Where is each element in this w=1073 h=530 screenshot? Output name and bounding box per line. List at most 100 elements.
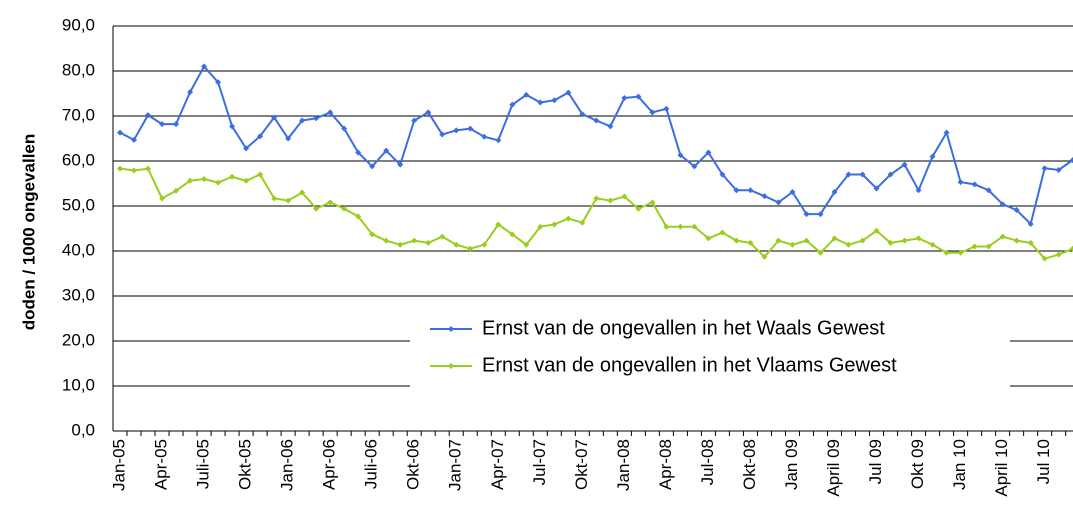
point-marker — [831, 189, 838, 196]
point-marker — [915, 235, 922, 242]
x-tick-label: Jul-07 — [530, 439, 549, 485]
point-marker — [789, 241, 796, 248]
point-marker — [985, 187, 992, 194]
point-marker — [635, 93, 642, 100]
point-marker — [803, 211, 810, 218]
x-tick-label: April 10 — [992, 439, 1011, 497]
point-marker — [229, 123, 236, 130]
x-tick-label: Okt-06 — [404, 439, 423, 490]
point-marker — [453, 241, 460, 248]
point-marker — [971, 181, 978, 188]
point-marker — [901, 237, 908, 244]
point-marker — [159, 195, 166, 202]
point-marker — [229, 173, 236, 180]
point-marker — [299, 189, 306, 196]
x-tick-label: Apr-07 — [488, 439, 507, 490]
point-marker — [383, 237, 390, 244]
point-marker — [929, 241, 936, 248]
point-marker — [649, 109, 656, 116]
point-marker — [859, 171, 866, 178]
point-marker — [341, 205, 348, 212]
point-marker — [551, 97, 558, 104]
point-marker — [733, 237, 740, 244]
point-marker — [481, 133, 488, 140]
x-tick-label: Jan-05 — [109, 439, 128, 491]
point-marker — [145, 112, 152, 119]
point-marker — [929, 153, 936, 160]
point-marker — [145, 165, 152, 172]
point-marker — [677, 223, 684, 230]
point-marker — [887, 239, 894, 246]
point-marker — [887, 171, 894, 178]
legend-label: Ernst van de ongevallen in het Waals Gew… — [482, 317, 885, 339]
y-tick-label: 50,0 — [62, 195, 95, 214]
point-marker — [607, 197, 614, 204]
y-tick-label: 30,0 — [62, 285, 95, 304]
point-marker — [593, 195, 600, 202]
x-tick-label: Juli-06 — [362, 439, 381, 489]
point-marker — [271, 114, 278, 121]
point-marker — [509, 231, 516, 238]
point-marker — [971, 243, 978, 250]
point-marker — [495, 221, 502, 228]
point-marker — [1013, 237, 1020, 244]
point-marker — [817, 211, 824, 218]
point-marker — [1069, 157, 1073, 164]
point-marker — [775, 237, 782, 244]
point-marker — [173, 121, 180, 128]
point-marker — [425, 239, 432, 246]
point-marker — [495, 137, 502, 144]
point-marker — [747, 239, 754, 246]
point-marker — [761, 193, 768, 200]
point-marker — [537, 99, 544, 106]
point-marker — [691, 223, 698, 230]
x-tick-label: Jan 10 — [950, 439, 969, 490]
point-marker — [943, 129, 950, 136]
legend-box — [410, 309, 1010, 387]
y-tick-label: 90,0 — [62, 15, 95, 34]
x-tick-label: Jul 09 — [866, 439, 885, 484]
point-marker — [845, 241, 852, 248]
point-marker — [579, 219, 586, 226]
y-tick-label: 10,0 — [62, 375, 95, 394]
point-marker — [649, 199, 656, 206]
point-marker — [187, 177, 194, 184]
point-marker — [299, 117, 306, 124]
point-marker — [159, 121, 166, 128]
point-marker — [411, 117, 418, 124]
point-marker — [719, 171, 726, 178]
point-marker — [257, 133, 264, 140]
point-marker — [369, 231, 376, 238]
point-marker — [467, 125, 474, 132]
point-marker — [243, 145, 250, 152]
point-marker — [1069, 245, 1073, 252]
series-line — [119, 167, 1073, 260]
point-marker — [117, 165, 123, 172]
x-tick-label: Jan-06 — [278, 439, 297, 491]
point-marker — [439, 131, 446, 138]
point-marker — [1041, 165, 1048, 172]
point-marker — [943, 249, 950, 256]
y-tick-label: 0,0 — [71, 420, 95, 439]
y-axis-title: doden / 1000 ongevallen — [19, 134, 38, 331]
point-marker — [663, 105, 670, 112]
x-tick-label: Juli-05 — [194, 439, 213, 489]
point-marker — [691, 163, 698, 170]
point-marker — [355, 213, 362, 220]
point-marker — [1055, 251, 1062, 258]
point-marker — [957, 179, 964, 186]
point-marker — [817, 249, 824, 256]
y-tick-label: 40,0 — [62, 240, 95, 259]
point-marker — [915, 187, 922, 194]
point-marker — [607, 123, 614, 130]
point-marker — [341, 125, 348, 132]
point-marker — [411, 237, 418, 244]
point-marker — [397, 161, 404, 168]
x-tick-label: Okt 09 — [908, 439, 927, 489]
point-marker — [187, 89, 194, 96]
point-marker — [551, 221, 558, 228]
point-marker — [845, 171, 852, 178]
point-marker — [1027, 221, 1034, 227]
point-marker — [453, 127, 460, 134]
